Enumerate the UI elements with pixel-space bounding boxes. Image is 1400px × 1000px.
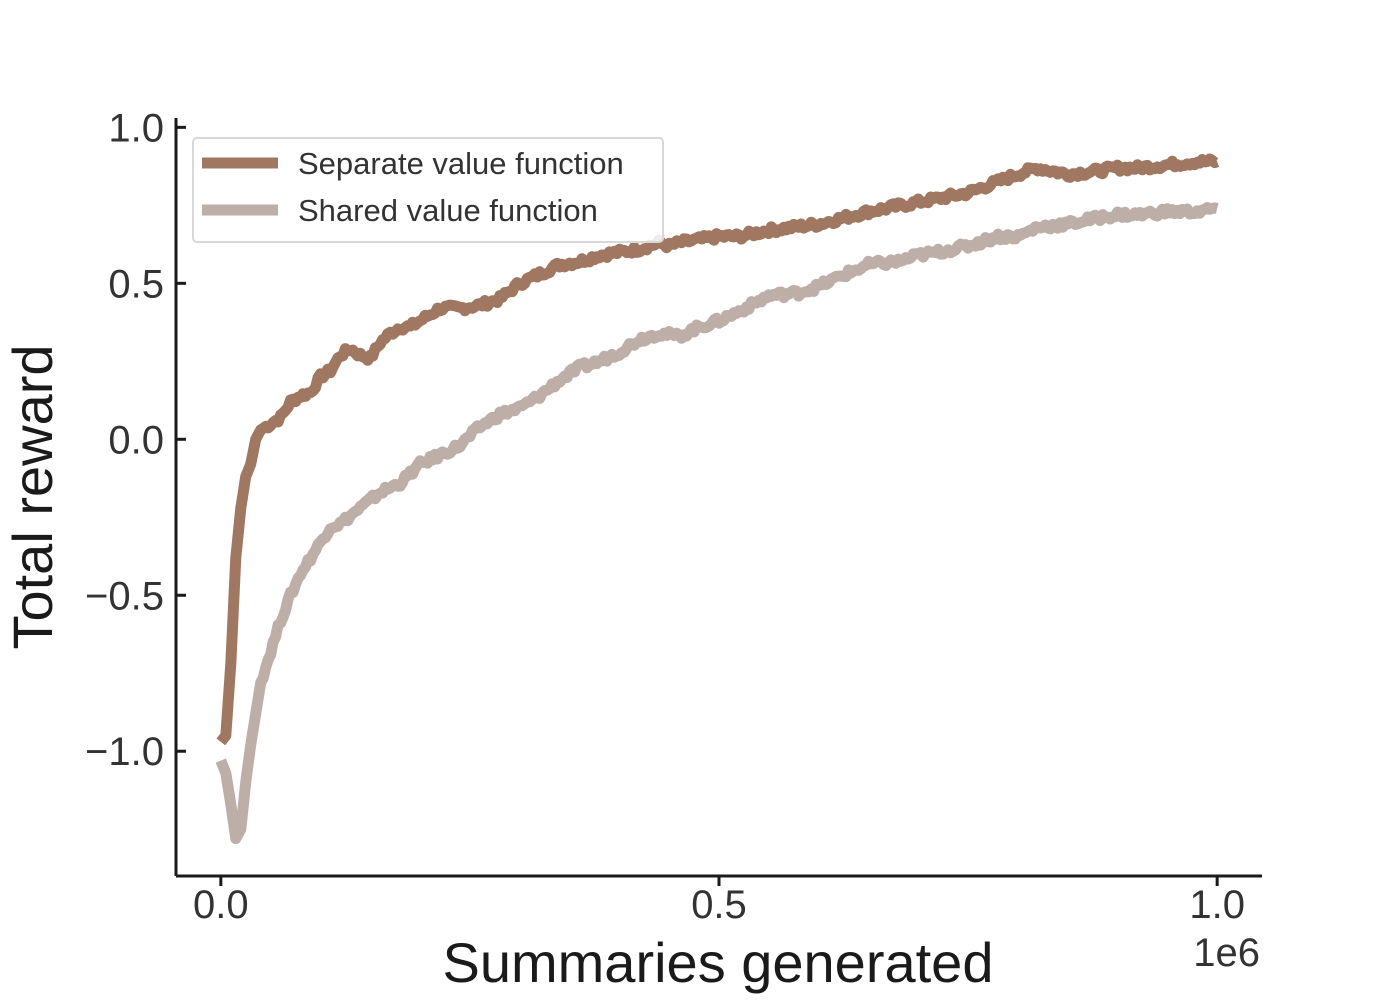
series-line-shared (215, 202, 1221, 845)
y-ticks: −1.0 −0.5 0.0 0.5 1.0 (85, 106, 186, 774)
x-ticks: 0.0 0.5 1.0 (193, 876, 1245, 927)
y-tick-label: −1.0 (85, 730, 164, 774)
x-tick-label: 0.0 (193, 883, 249, 927)
y-tick-label: −0.5 (85, 574, 164, 618)
y-tick-label: 1.0 (108, 106, 164, 150)
x-axis-title: Summaries generated (443, 931, 994, 994)
x-tick-label: 1.0 (1189, 883, 1245, 927)
y-axis-title: Total reward (1, 344, 64, 649)
y-tick-label: 0.5 (108, 262, 164, 306)
x-axis-offset-label: 1e6 (1193, 931, 1260, 975)
x-tick-label: 0.5 (691, 883, 747, 927)
y-tick-label: 0.0 (108, 418, 164, 462)
series-line-separate (216, 153, 1221, 746)
legend-label-separate: Separate value function (298, 146, 624, 181)
plot-area (215, 153, 1221, 845)
legend: Separate value function Shared value fun… (192, 137, 664, 243)
legend-label-shared: Shared value function (298, 193, 598, 228)
legend-frame (192, 137, 664, 243)
